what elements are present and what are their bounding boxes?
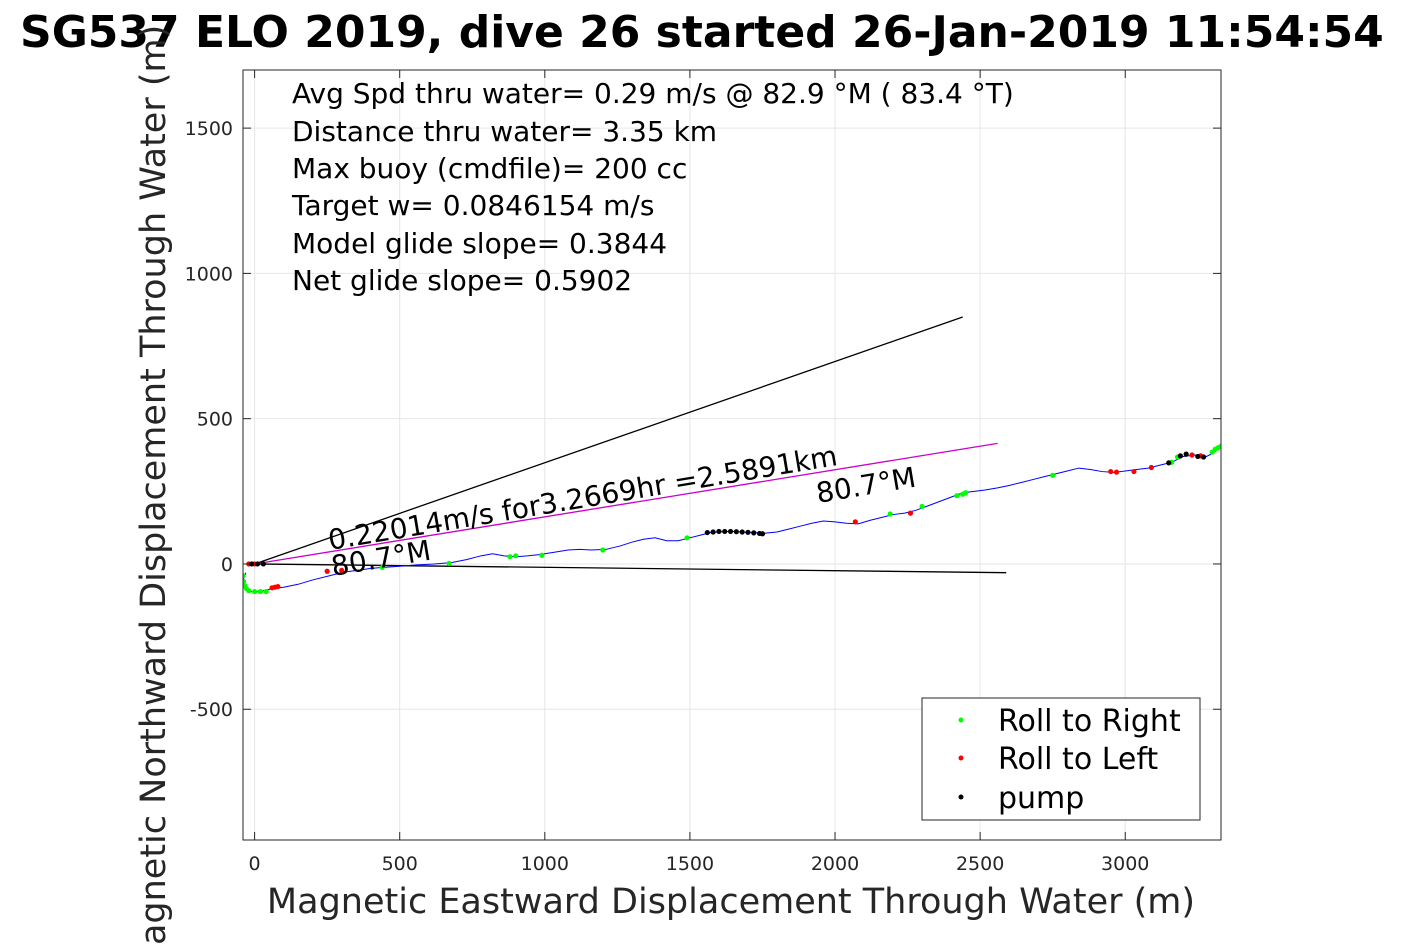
x-tick-label: 500: [382, 853, 418, 875]
x-tick-label: 0: [249, 853, 261, 875]
pump-point: [1183, 451, 1189, 457]
x-tick-label: 1000: [521, 853, 569, 875]
roll-left-point: [852, 519, 858, 525]
legend-marker-roll-right: [958, 717, 964, 723]
roll-right-point: [1050, 472, 1056, 478]
legend-marker-roll-left: [958, 755, 964, 761]
roll-left-point: [275, 584, 281, 590]
roll-right-point: [263, 588, 269, 595]
roll-right-point: [243, 572, 246, 579]
stat-avg-speed: Avg Spd thru water= 0.29 m/s @ 82.9 °M (…: [292, 77, 1014, 110]
chart-title: SG537 ELO 2019, dive 26 started 26-Jan-2…: [20, 7, 1384, 58]
roll-right-point: [507, 554, 513, 560]
reference-lines: [254, 316, 1007, 574]
roll-right-point: [684, 535, 690, 541]
stat-model-glide-slope: Model glide slope= 0.3844: [292, 227, 667, 260]
pump-point: [249, 561, 255, 567]
pump-point: [1166, 460, 1172, 466]
pump-point: [1195, 453, 1201, 460]
x-axis-label: Magnetic Eastward Displacement Through W…: [267, 882, 1195, 922]
y-tick-label: -500: [190, 699, 233, 721]
pump-point: [716, 528, 722, 535]
legend-marker-pump: [958, 794, 964, 800]
pump-point: [1200, 454, 1207, 460]
roll-right-point: [1218, 443, 1221, 449]
roll-left-point: [1189, 452, 1195, 458]
roll-right-point: [446, 560, 452, 566]
y-axis-label: Magnetic Northward Displacement Through …: [134, 25, 174, 945]
roll-right-point: [257, 588, 264, 595]
roll-left-point: [907, 510, 914, 516]
roll-right-point: [539, 552, 545, 558]
x-tick-label: 2500: [956, 853, 1004, 875]
y-tick-label: 1000: [185, 263, 233, 285]
reference-line-upper: [254, 316, 963, 565]
roll-left-point: [1131, 468, 1137, 475]
legend: Roll to Right Roll to Left pump: [921, 697, 1201, 821]
roll-right-point: [887, 511, 893, 517]
y-tick-label: 0: [221, 554, 233, 576]
x-tick-label: 2000: [811, 853, 859, 875]
markers: [243, 443, 1221, 595]
roll-right-point: [513, 553, 519, 559]
stat-max-buoy: Max buoy (cmdfile)= 200 cc: [292, 152, 687, 185]
roll-right-point: [252, 588, 258, 595]
roll-right-point: [954, 493, 960, 499]
roll-left-point: [339, 567, 345, 573]
roll-right-point: [919, 503, 925, 510]
stat-net-glide-slope: Net glide slope= 0.5902: [292, 264, 632, 297]
stats-block: Avg Spd thru water= 0.29 m/s @ 82.9 °M (…: [291, 77, 1014, 297]
y-tick-label: 1500: [185, 118, 233, 140]
grid: [243, 70, 1221, 840]
roll-left-point: [324, 568, 330, 574]
legend-label-pump: pump: [998, 781, 1084, 816]
legend-box: [921, 697, 1201, 821]
pump-point: [710, 529, 716, 535]
pump-point: [260, 561, 266, 567]
y-tick-label: 500: [197, 409, 233, 431]
x-tick-label: 1500: [666, 853, 714, 875]
roll-right-point: [963, 490, 969, 496]
roll-left-point: [1113, 469, 1120, 475]
pump-point: [722, 528, 728, 535]
roll-left-point: [1148, 464, 1154, 471]
stat-distance: Distance thru water= 3.35 km: [292, 115, 717, 148]
pump-point: [739, 529, 745, 535]
roll-right-point: [379, 564, 385, 571]
reference-line-lower: [254, 563, 1007, 574]
pump-point: [745, 529, 751, 535]
ticks: 0 500 1000 1500 2000 2500 3000 -500 0 500 1000 1500: [185, 70, 1221, 875]
pump-point: [759, 531, 766, 537]
pump-point: [1177, 453, 1183, 459]
pump-point: [727, 528, 734, 535]
roll-left-point: [1108, 468, 1114, 475]
stat-target-w: Target w= 0.0846154 m/s: [291, 189, 654, 222]
pump-point: [751, 530, 757, 536]
plot-frame: [242, 69, 1222, 841]
roll-right-point: [246, 588, 252, 594]
x-tick-label: 3000: [1101, 853, 1149, 875]
pump-point: [254, 561, 261, 567]
reference-line-current: [254, 442, 998, 565]
roll-right-point: [600, 547, 606, 553]
pump-point: [704, 529, 710, 536]
legend-label-roll-right: Roll to Right: [998, 704, 1181, 739]
pump-point: [733, 529, 739, 535]
roll-right-point: [243, 578, 247, 584]
legend-label-roll-left: Roll to Left: [998, 742, 1158, 777]
